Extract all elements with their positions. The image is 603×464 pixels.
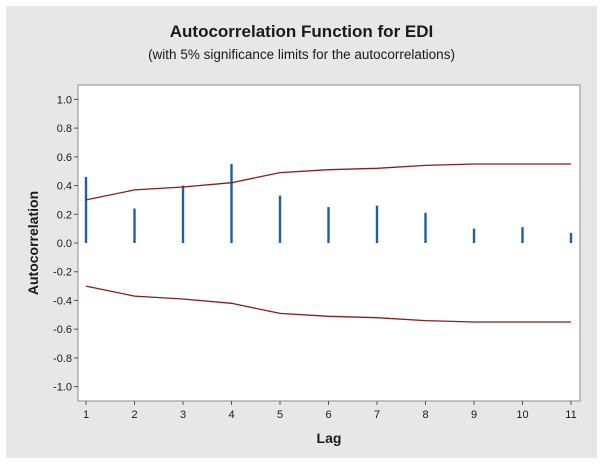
x-tick-label: 7: [374, 409, 380, 421]
y-tick-label: 0.4: [57, 181, 72, 193]
x-tick-label: 4: [228, 409, 234, 421]
x-axis: 1 2 3 4 5 6 7 8 9 10 11: [83, 401, 577, 421]
x-tick-label: 3: [180, 409, 186, 421]
y-tick-label: -0.6: [53, 324, 72, 336]
acf-bar: [569, 232, 573, 243]
acf-bar: [327, 207, 330, 243]
acf-bars: [84, 164, 573, 243]
y-tick-label: 0.0: [57, 238, 72, 250]
x-tick-label: 11: [565, 409, 576, 421]
y-tick-label: -0.4: [53, 295, 72, 307]
y-axis-label: Autocorrelation: [25, 191, 41, 295]
acf-bar: [133, 208, 136, 243]
x-tick-label: 8: [422, 409, 428, 421]
chart-title: Autocorrelation Function for EDI: [169, 22, 434, 41]
x-tick-label: 1: [83, 409, 89, 421]
x-axis-label: Lag: [317, 430, 342, 446]
acf-bar: [424, 212, 427, 243]
acf-bar: [84, 176, 88, 243]
x-tick-label: 9: [471, 409, 477, 421]
acf-bar: [472, 228, 476, 243]
acf-bar: [181, 185, 185, 243]
y-tick-label: 0.6: [57, 152, 72, 164]
acf-bar: [230, 164, 233, 243]
x-tick-label: 6: [325, 409, 331, 421]
chart-subtitle: (with 5% significance limits for the aut…: [148, 47, 455, 62]
acf-bar: [521, 227, 524, 243]
x-tick-label: 10: [516, 409, 528, 421]
upper-significance-limit: [85, 163, 571, 201]
y-tick-label: -1.0: [53, 382, 72, 394]
y-tick-label: -0.2: [53, 267, 72, 279]
acf-bar: [375, 205, 379, 243]
x-tick-label: 2: [131, 409, 137, 421]
y-tick-label: 0.2: [57, 209, 72, 221]
y-tick-label: 0.8: [57, 123, 72, 135]
x-tick-label: 5: [277, 409, 283, 421]
acf-bar: [278, 195, 282, 243]
y-tick-label: -0.8: [53, 353, 72, 365]
y-tick-label: 1.0: [57, 94, 72, 106]
lower-significance-limit: [85, 285, 571, 323]
y-axis: 1.0 0.8 0.6 0.4 0.2 0.0 -0.2 -0.4 -0.6 -0.8 -1.0: [53, 94, 78, 394]
